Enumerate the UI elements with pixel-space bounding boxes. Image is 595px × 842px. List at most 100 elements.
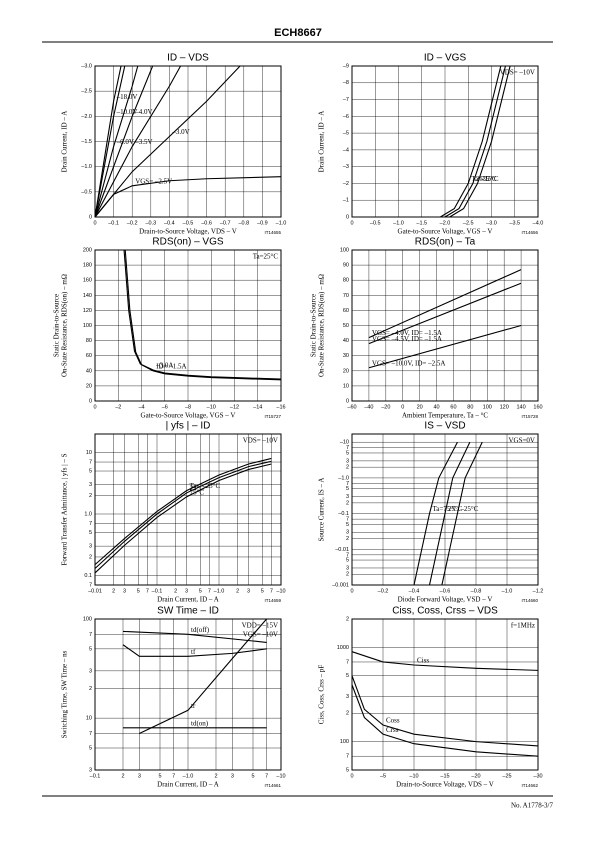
y-tick-label: 5: [89, 530, 92, 536]
y-tick-label: –1: [343, 198, 349, 204]
curve-label: VGS= –10.0V, ID= –2.5A: [372, 359, 446, 367]
x-tick-label: –2: [115, 404, 121, 410]
y-tick-label: 2: [89, 554, 92, 560]
y-tick-label: 60: [86, 353, 92, 359]
y-tick-label: 3: [346, 694, 349, 700]
x-tick-label: 60: [450, 404, 456, 410]
y-tick-label: 100: [340, 247, 349, 253]
y-tick-label: 2: [346, 465, 349, 471]
y-tick-label: 0: [89, 214, 92, 220]
y-axis-label: Static Drain-to-Source: [53, 294, 61, 357]
y-tick-label: 5: [346, 767, 349, 773]
curve: [94, 65, 139, 218]
y-tick-label: 80: [86, 338, 92, 344]
chart-title: | yfs | – ID: [166, 421, 211, 432]
curve: [94, 65, 241, 218]
y-tick-label: –1.0: [338, 475, 349, 481]
curve: [441, 441, 483, 586]
figure-code: IT14660: [521, 598, 538, 603]
y-tick-label: –0.01: [335, 547, 349, 553]
curve-label: 25°C: [448, 505, 463, 513]
chart-title: Ciss, Coss, Crss – VDS: [392, 606, 498, 617]
x-tick-label: –20: [471, 773, 480, 779]
y-tick-label: 0: [89, 398, 92, 404]
curve-label: Ciss: [417, 657, 429, 665]
chart-title: ID – VDS: [167, 53, 209, 64]
y-tick-label: 160: [83, 278, 92, 284]
y-axis-label: Ciss, Coss, Crss – pF: [318, 665, 326, 725]
y-axis-label: On-State Resistance, RDS(on) – mΩ: [61, 274, 69, 377]
y-tick-label: –0.1: [338, 511, 349, 517]
y-tick-label: 5: [89, 745, 92, 751]
x-tick-label: 2: [112, 588, 115, 594]
plot-frame: [351, 618, 539, 771]
x-tick-label: 7: [172, 773, 175, 779]
x-axis-label: Drain-to-Source Voltage, VDS – V: [139, 228, 237, 236]
x-tick-label: –0.8: [238, 220, 249, 226]
x-tick-label: –4.0: [533, 220, 544, 226]
y-tick-label: 2: [346, 572, 349, 578]
curve: [94, 65, 182, 218]
x-tick-label: –0.01: [88, 588, 102, 594]
y-tick-label: 3: [89, 482, 92, 488]
x-tick-label: 3: [123, 588, 126, 594]
y-tick-label: 140: [83, 293, 92, 299]
y-tick-label: –3.0: [81, 63, 92, 69]
annotation: Ta=25°C: [253, 253, 279, 261]
figure-code: IT15727: [264, 414, 281, 419]
chart-title: IS – VSD: [424, 421, 465, 432]
x-tick-label: –15: [440, 773, 449, 779]
curve: [94, 463, 272, 574]
y-tick-label: –8: [343, 80, 349, 86]
curve: [122, 630, 267, 644]
x-tick-label: –2.0: [440, 220, 451, 226]
y-tick-label: –7: [343, 97, 349, 103]
x-tick-label: –3.5: [509, 220, 520, 226]
y-tick-label: –9: [343, 63, 349, 69]
x-tick-label: –14: [253, 404, 262, 410]
y-axis-label: On-State Resistance, RDS(on) – mΩ: [318, 274, 326, 377]
y-tick-label: 2: [346, 500, 349, 506]
y-axis-label: Drain Current, ID – A: [61, 111, 69, 173]
chart-title: ID – VGS: [424, 53, 467, 64]
y-axis-label: Forward Transfer Admittance, | yfs | – S: [61, 453, 69, 565]
annotation: VGS=0V: [508, 437, 535, 445]
annotation: VGS= –10V: [243, 631, 278, 639]
x-tick-label: –0.4: [164, 220, 175, 226]
annotation: VDS= –10V: [243, 437, 278, 445]
x-tick-label: –16: [276, 404, 285, 410]
curve: [124, 249, 282, 381]
x-tick-label: –0.6: [440, 588, 451, 594]
plot-frame: [94, 433, 282, 586]
x-tick-label: –8: [185, 404, 191, 410]
curve-label: –25°C: [459, 505, 478, 513]
x-axis-label: Gate-to-Source Voltage, VGS – V: [398, 228, 493, 236]
x-tick-label: –1.0: [183, 773, 194, 779]
y-tick-label: 2: [89, 686, 92, 692]
y-tick-label: 5: [346, 486, 349, 492]
curve-label: td(off): [191, 626, 210, 634]
chart-title: SW Time – ID: [157, 606, 219, 617]
plot-frame: [94, 249, 282, 402]
x-tick-label: 5: [158, 773, 161, 779]
x-tick-label: –0.5: [370, 220, 381, 226]
y-tick-label: 3: [346, 530, 349, 536]
x-tick-label: –3.0: [486, 220, 497, 226]
curve: [368, 324, 522, 369]
y-tick-label: 7: [89, 582, 92, 588]
x-tick-label: –0.8: [471, 588, 482, 594]
x-tick-label: 5: [199, 588, 202, 594]
y-tick-label: –1.0: [81, 164, 92, 170]
plot-frame: [351, 433, 539, 586]
curve-label: 75°C: [190, 488, 205, 496]
y-tick-label: 90: [343, 263, 349, 269]
y-tick-label: 5: [346, 450, 349, 456]
x-axis-label: Drain Current, ID – A: [157, 781, 219, 789]
curve-label: Ta= –25°C: [190, 482, 221, 490]
curve-label: Ta=75°C: [433, 505, 459, 513]
curve-label: Coss: [386, 717, 400, 725]
x-tick-label: –30: [533, 773, 542, 779]
x-tick-label: –0.5: [183, 220, 194, 226]
x-tick-label: 0: [350, 773, 353, 779]
